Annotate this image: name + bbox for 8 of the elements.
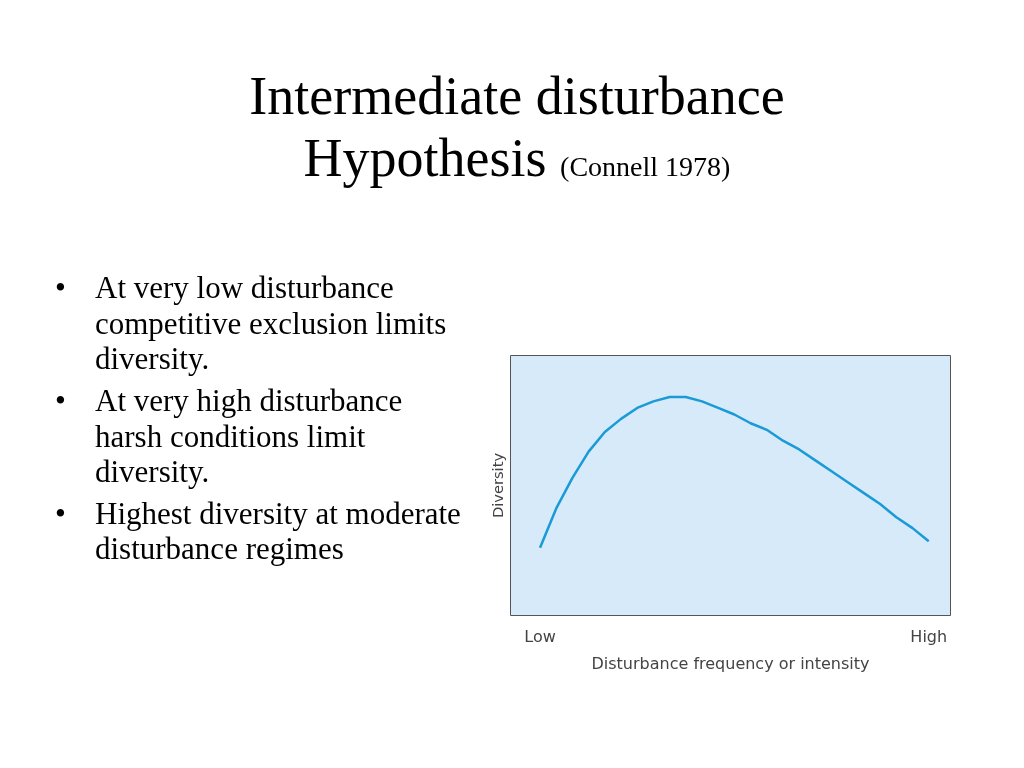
x-axis-title: Disturbance frequency or intensity [591,653,870,673]
x-tick-label: Low [524,626,556,646]
text: • At very low disturbance competitive exclusion limits diversity. [55,270,448,377]
y-axis-title: Diversity [488,452,506,519]
x-tick-label: High [910,626,948,646]
chart-subtitle: (Connell 1978) [560,151,731,183]
text: • Highest diversity at moderate disturbance regimes [55,495,462,568]
text: • At very high disturbance harsh conditions limit diversity. [55,382,404,490]
